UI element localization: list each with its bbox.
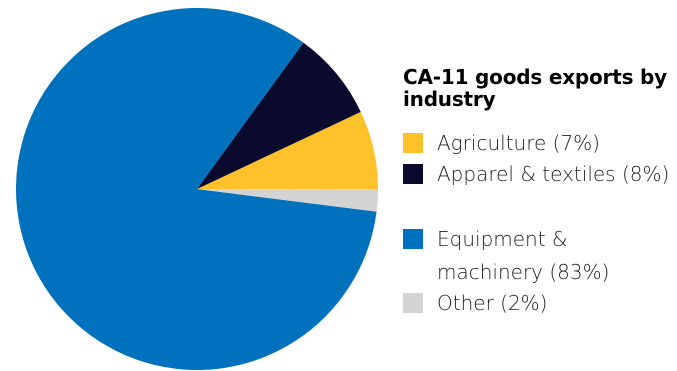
legend-swatch-apparel-textiles xyxy=(403,164,423,184)
pie-slice-agriculture xyxy=(197,111,378,189)
legend-label-apparel-textiles: Apparel & textiles (8%) xyxy=(437,162,670,186)
legend-swatch-agriculture xyxy=(403,133,423,153)
pie-slice-apparel-textiles xyxy=(197,42,361,189)
pie-chart xyxy=(16,8,378,370)
legend-label-agriculture: Agriculture (7%) xyxy=(437,131,600,155)
legend-swatch-other xyxy=(403,293,423,313)
legend-label-other: Other (2%) xyxy=(437,291,548,315)
legend-label-equipment-machinery: Equipment & machinery (83%) xyxy=(437,227,610,284)
pie-slices xyxy=(16,8,378,370)
legend-swatch-equipment-machinery xyxy=(403,229,423,249)
pie-slice-equipment-machinery xyxy=(16,8,377,370)
legend-title: CA-11 goods exports by industry xyxy=(403,65,667,111)
pie-slice-other xyxy=(197,189,378,212)
